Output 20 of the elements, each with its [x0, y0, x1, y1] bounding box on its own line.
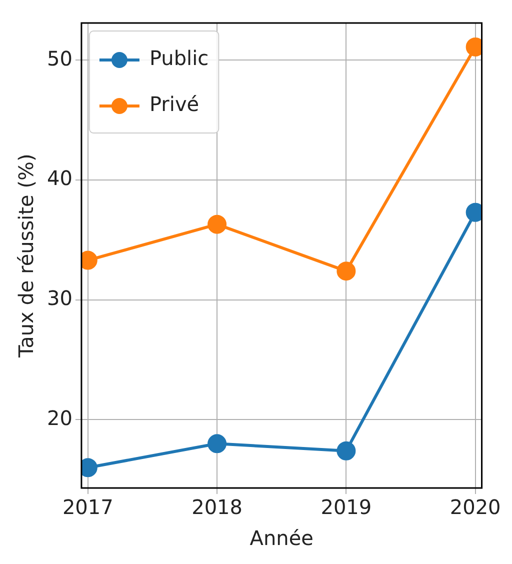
x-tick-label: 2020 — [450, 495, 501, 520]
point — [336, 262, 356, 281]
x-axis-title: Année — [250, 526, 314, 550]
point — [336, 441, 356, 460]
point — [208, 214, 227, 234]
x-tick-label: 2018 — [192, 495, 242, 520]
point — [81, 250, 98, 270]
y-tick-label: 30 — [46, 286, 72, 310]
legend-label: Privé — [149, 92, 200, 116]
legend-label: Public — [149, 46, 209, 70]
y-tick-label: 50 — [46, 46, 72, 70]
y-axis-title: Taux de réussite (%) — [14, 154, 38, 358]
y-tick-label: 20 — [46, 406, 72, 430]
point — [466, 202, 482, 222]
x-tick-label: 2017 — [62, 495, 114, 520]
point — [81, 458, 98, 478]
point — [208, 434, 227, 454]
y-tick-label: 40 — [46, 166, 72, 190]
point — [466, 37, 482, 56]
x-tick-label: 2019 — [320, 495, 372, 520]
